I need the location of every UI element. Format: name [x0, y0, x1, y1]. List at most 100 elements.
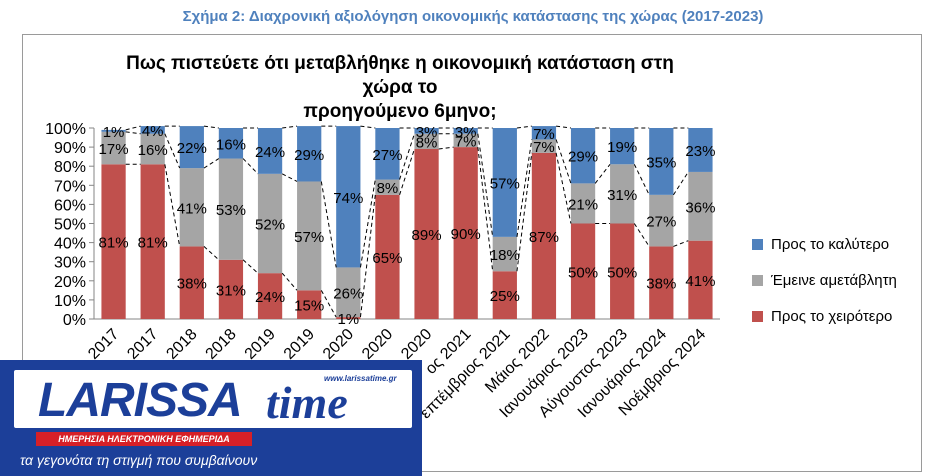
bar-segment: [610, 128, 635, 165]
y-tick-label: 0%: [63, 312, 86, 329]
data-label: 53%: [216, 202, 246, 219]
legend-label-worse: Προς το χειρότερο: [771, 307, 893, 325]
series-connector-line: [320, 290, 337, 318]
bar-segment: [688, 128, 713, 172]
y-tick-label: 60%: [54, 197, 86, 214]
series-connector-line: [203, 125, 219, 129]
bar-segment: [688, 240, 713, 319]
data-label: 8%: [377, 180, 399, 197]
data-label: 7%: [455, 133, 477, 150]
series-connector-line: [477, 133, 494, 237]
bar-segment: [257, 128, 283, 174]
series-connector-line: [360, 125, 376, 129]
bar-segment: [179, 126, 204, 169]
chart-title-line-1: Πως πιστεύετε ότι μεταβλήθηκε η οικονομι…: [126, 53, 674, 98]
data-label: 50%: [568, 264, 598, 281]
bar-segment: [140, 126, 165, 134]
data-label: 29%: [568, 149, 598, 166]
series-connector-line: [359, 179, 376, 268]
data-label: 15%: [294, 298, 324, 315]
data-label: 16%: [216, 136, 246, 153]
data-label: 52%: [255, 217, 285, 234]
series-connector-line: [516, 152, 533, 272]
legend-swatch-unchanged: [752, 274, 763, 286]
series-connector-line: [594, 163, 611, 184]
x-tick-label: 2018: [163, 326, 200, 363]
bar-segment: [101, 131, 126, 165]
data-label: 4%: [142, 123, 164, 140]
bar-segment: [179, 246, 204, 319]
bar-segment: [570, 183, 596, 224]
bar-segment: [336, 126, 361, 268]
legend-label-unchanged: Έμεινε αμετάβλητη: [771, 271, 897, 289]
data-label: 23%: [685, 143, 715, 160]
bar-segment: [218, 128, 244, 159]
bar-segment: [492, 128, 517, 237]
y-tick-label: 30%: [54, 255, 86, 272]
x-tick-label: 2018: [203, 326, 240, 363]
series-connector-line: [673, 240, 689, 247]
data-label: 35%: [646, 154, 676, 171]
bar-segment: [218, 259, 244, 319]
bar-segment: [375, 128, 400, 180]
data-label: 36%: [685, 199, 715, 216]
data-label: 1%: [337, 311, 359, 328]
bar-segment: [453, 128, 478, 134]
bar-segment: [336, 267, 361, 318]
data-label: 19%: [607, 139, 637, 156]
bar-segment: [531, 126, 557, 140]
data-label: 3%: [455, 124, 477, 141]
chart-title: Πως πιστεύετε ότι μεταβλήθηκε η οικονομι…: [120, 52, 680, 124]
bar-segment: [297, 181, 322, 291]
data-label: 18%: [490, 247, 520, 264]
bar-segment: [531, 139, 557, 153]
x-tick-label: 2019: [242, 326, 279, 363]
series-connector-line: [399, 133, 415, 180]
bar-segment: [414, 149, 439, 319]
series-connector-line: [282, 125, 298, 129]
data-label: 7%: [533, 139, 555, 156]
y-tick-label: 80%: [54, 159, 86, 176]
bar-segment: [179, 168, 204, 247]
data-label: 29%: [294, 147, 324, 164]
data-label: 31%: [607, 187, 637, 204]
bar-segment: [218, 158, 244, 260]
series-connector-line: [242, 158, 259, 175]
logo-word-time: time: [266, 377, 348, 428]
data-label: 89%: [412, 227, 442, 244]
bar-segment: [297, 126, 322, 182]
y-tick-label: 50%: [54, 217, 86, 234]
data-label: 41%: [177, 200, 207, 217]
data-label: 57%: [294, 229, 324, 246]
data-label: 74%: [333, 190, 363, 207]
figure-caption: Σχήμα 2: Διαχρονική αξιολόγηση οικονομικ…: [182, 8, 764, 25]
legend-swatch-better: [752, 238, 763, 250]
y-tick-label: 10%: [54, 293, 86, 310]
larissatime-logo[interactable]: LARISSA time www.larissatime.gr ΗΜΕΡΗΣΙΑ…: [0, 360, 422, 476]
bar-segment: [649, 246, 674, 319]
x-tick-label: 2020: [359, 326, 396, 363]
data-label: 31%: [216, 282, 246, 299]
y-tick-label: 20%: [54, 274, 86, 291]
legend-swatch-worse: [752, 310, 763, 322]
bar-segment: [570, 223, 596, 319]
data-label: 26%: [333, 285, 363, 302]
series-connector-line: [516, 139, 533, 237]
bar-segment: [257, 173, 283, 274]
data-label: 57%: [490, 175, 520, 192]
x-tick-label: 2017: [124, 326, 161, 363]
logo-word-larissa: LARISSA: [38, 374, 243, 427]
data-label: 1%: [103, 124, 125, 141]
data-label: 38%: [177, 276, 207, 293]
bar-segment: [101, 129, 126, 132]
data-label: 90%: [451, 226, 481, 243]
series-connector-line: [399, 148, 415, 196]
data-label: 81%: [138, 235, 168, 252]
data-label: 22%: [177, 140, 207, 157]
data-label: 38%: [646, 276, 676, 293]
legend-label-better: Προς το καλύτερο: [771, 235, 890, 253]
bar-segment: [257, 273, 283, 319]
y-tick-label: 40%: [54, 236, 86, 253]
bar-segment: [453, 133, 478, 148]
series-connector-line: [125, 125, 141, 131]
